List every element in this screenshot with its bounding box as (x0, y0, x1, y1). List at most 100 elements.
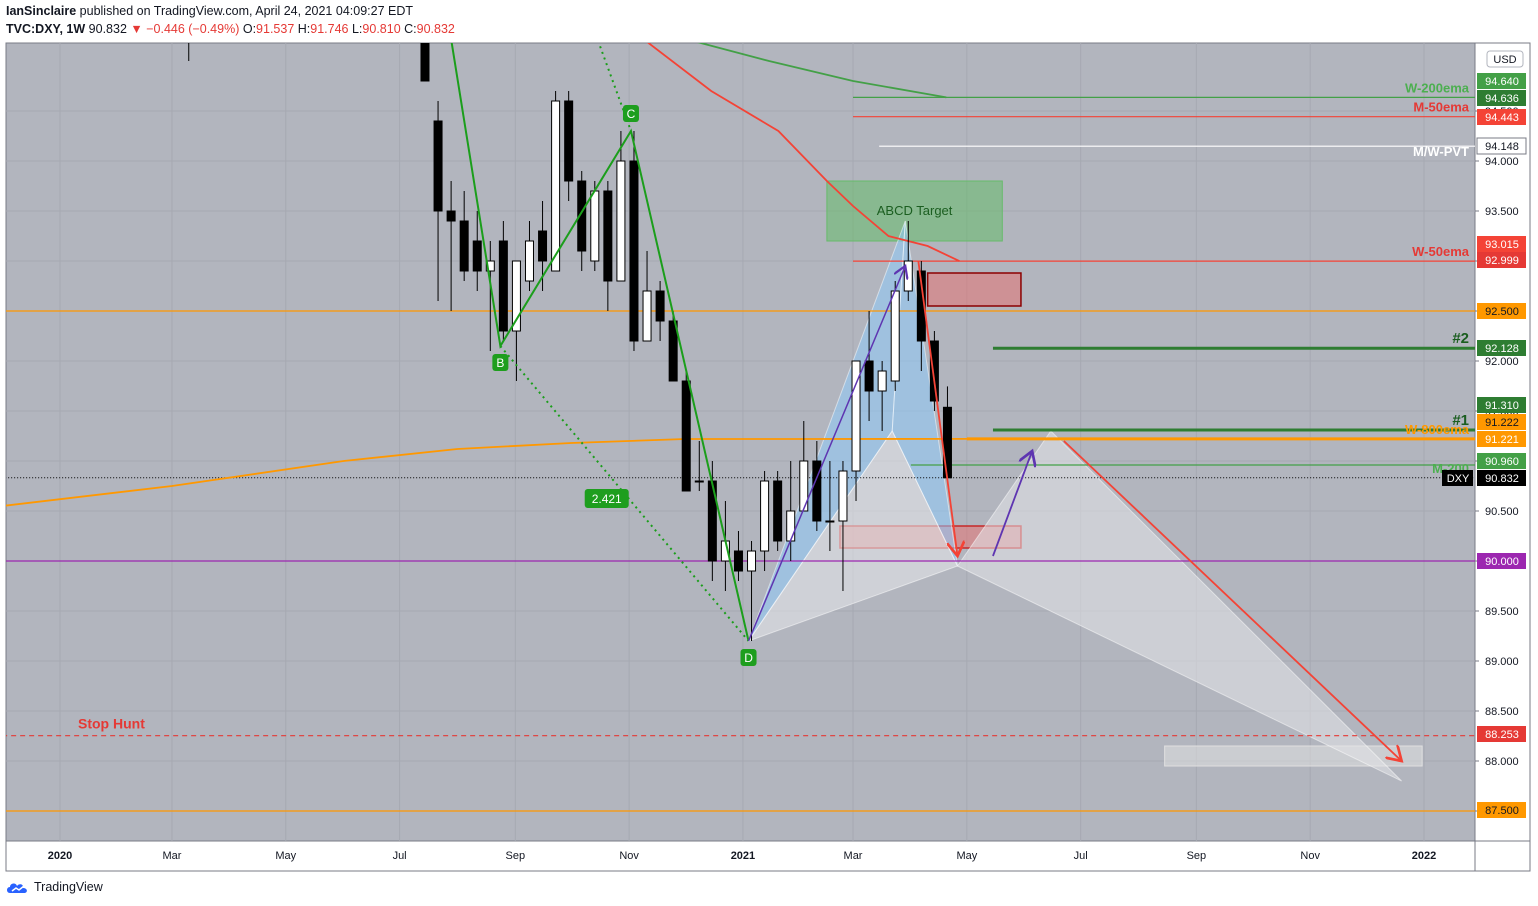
candle-body (668, 320, 678, 382)
projection-arrow-up (747, 266, 906, 642)
last-price: 90.832 (88, 22, 127, 36)
axis-price-label-bg (1477, 340, 1526, 356)
axis-price-label-text: 94.443 (1485, 112, 1519, 124)
candle-body (851, 360, 861, 472)
level-annotation: #2 (1452, 330, 1469, 347)
zone-box (826, 180, 1003, 242)
y-tick-label: 93.500 (1485, 206, 1519, 218)
candle-body (916, 270, 926, 342)
axis-price-label-bg (1477, 453, 1526, 469)
x-tick-label: Nov (1300, 850, 1320, 862)
candle-body (760, 480, 770, 552)
harmonic-label-box (622, 105, 639, 122)
y-tick-label: 89.000 (1485, 656, 1519, 668)
candle-body (694, 480, 704, 483)
footer: TradingView (0, 872, 1538, 906)
x-tick-label: May (275, 850, 296, 862)
candle-body (524, 240, 534, 282)
candle-body (942, 406, 952, 479)
x-tick-label: Jul (393, 850, 407, 862)
plot-background (6, 43, 1475, 841)
candle-body (929, 340, 939, 402)
axis-price-label: 94.640 (1477, 73, 1526, 89)
harmonic-label-text: C (627, 107, 636, 121)
candle-body (590, 190, 600, 262)
axis-price-label-text: 90.960 (1485, 456, 1519, 468)
candle-body (420, 43, 430, 82)
x-tick-label: May (956, 850, 977, 862)
axis-price-label: 91.310 (1477, 397, 1526, 413)
symbol-name[interactable]: TVC:DXY, 1W (6, 22, 86, 36)
candle-body (498, 240, 508, 332)
axis-price-label-bg (1477, 90, 1526, 106)
y-tick-label: 88.500 (1485, 706, 1519, 718)
harmonic-wing-grey (747, 430, 959, 642)
candle-body (655, 290, 665, 322)
harmonic-label-text: B (496, 356, 504, 370)
moving-average-line (647, 43, 960, 262)
candle-body (446, 210, 456, 222)
axis-price-label: 88.253 (1477, 726, 1526, 742)
harmonic-label-box (740, 649, 757, 666)
high-value: 91.746 (310, 22, 349, 36)
low-value: 90.810 (362, 22, 401, 36)
axis-price-label-text: 92.500 (1485, 306, 1519, 318)
harmonic-label-text: D (744, 651, 753, 665)
projection-arrow-down-far (1063, 440, 1402, 761)
axis-price-label-bg (1477, 431, 1526, 447)
currency-badge-text: USD (1493, 54, 1516, 66)
level-annotation: W-800ema (1405, 422, 1470, 437)
y-tick-label: 92.000 (1485, 356, 1519, 368)
candle-body (890, 290, 900, 382)
moving-average-line (697, 43, 947, 99)
axis-price-label-text: 91.221 (1485, 434, 1519, 446)
candle-body (459, 220, 469, 272)
author-name[interactable]: IanSinclaire (6, 4, 77, 18)
axis-price-label-bg (1477, 109, 1526, 125)
level-annotation: W-200ema (1405, 80, 1470, 95)
axis-price-label-text: 91.310 (1485, 400, 1519, 412)
symbol-info: TVC:DXY, 1W 90.832 ▼ −0.446 (−0.49%) O:9… (6, 22, 455, 36)
zone-box (926, 272, 1022, 307)
tradingview-logo[interactable]: TradingView (6, 880, 103, 894)
y-tick-label: 88.000 (1485, 756, 1519, 768)
axis-price-label: 87.500 (1477, 802, 1526, 818)
axis-price-label-bg (1477, 414, 1526, 430)
axis-price-label: 94.636 (1477, 90, 1526, 106)
axis-price-label-bg (1477, 802, 1526, 818)
axis-price-label-text: 87.500 (1485, 805, 1519, 817)
publish-text: published on TradingView.com, April 24, … (79, 4, 413, 18)
close-label: C: (404, 22, 417, 36)
high-label: H: (297, 22, 311, 36)
axis-price-label-bg (1477, 303, 1526, 319)
axis-price-label-bg (1477, 73, 1526, 89)
axis-price-label-text: 92.999 (1485, 255, 1519, 267)
candle-body (838, 470, 848, 522)
price-change: ▼ −0.446 (−0.49%) (130, 22, 240, 36)
projection-wing-grey (956, 430, 1402, 782)
publish-info: IanSinclaire published on TradingView.co… (6, 4, 413, 18)
moving-average-line (6, 437, 1475, 507)
candle-body (472, 240, 482, 272)
stop-hunt-label: Stop Hunt (78, 716, 145, 732)
axis-price-label-text: 90.832 (1485, 473, 1519, 485)
candle-body (629, 160, 639, 342)
y-tick-label: 90.500 (1485, 506, 1519, 518)
low-label: L: (351, 22, 363, 36)
x-tick-label: Sep (505, 850, 525, 862)
axis-price-label: 91.222 (1477, 414, 1526, 430)
candle-body (864, 360, 874, 392)
axis-price-label-text: 94.148 (1485, 141, 1519, 153)
axis-price-label: 90.832 (1477, 470, 1526, 486)
symbol-tag-text: DXY (1447, 473, 1470, 485)
candle-body (642, 290, 652, 342)
candle-body (877, 370, 887, 392)
currency-badge (1486, 50, 1524, 68)
axis-price-label-text: 91.222 (1485, 417, 1519, 429)
axis-price-label-bg (1477, 553, 1526, 569)
axis-price-label: 92.500 (1477, 303, 1526, 319)
axis-price-label-bg (1476, 137, 1527, 155)
axis-price-label-text: 94.640 (1485, 76, 1519, 88)
x-tick-label: 2021 (731, 850, 755, 862)
